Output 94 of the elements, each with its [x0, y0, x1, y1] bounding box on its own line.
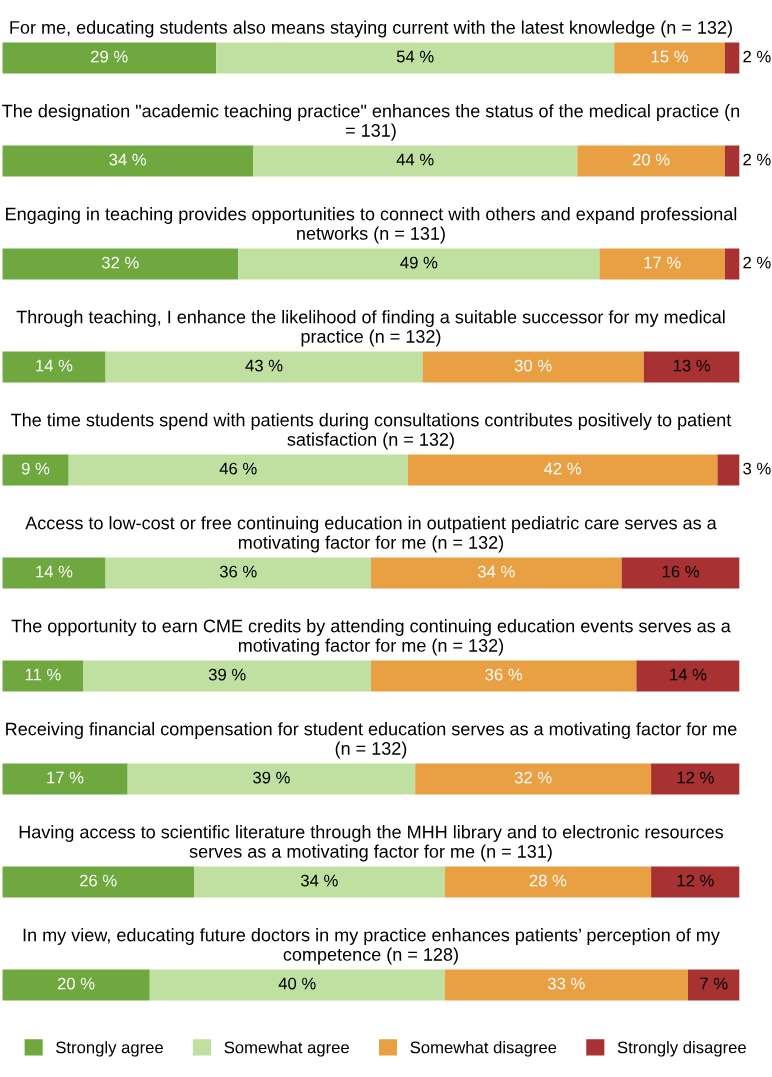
data-label: 9 % — [21, 462, 50, 475]
data-label: 33 % — [547, 977, 585, 990]
data-label: 2 % — [743, 50, 771, 63]
data-label: 30 % — [514, 359, 552, 372]
bar — [444, 866, 652, 898]
y-tick-label: Access to low-cost or free continuing education in outpatient pediatric care serves as a motivating factor for me (n = 132) — [25, 516, 717, 553]
bar — [2, 969, 150, 1001]
bar — [643, 351, 740, 383]
bar — [194, 866, 445, 898]
data-label: 43 % — [245, 359, 283, 372]
bar — [127, 763, 416, 795]
data-label: 2 % — [743, 256, 771, 269]
data-label: 29 % — [91, 50, 128, 63]
data-label: 32 % — [514, 771, 552, 784]
y-tick-label: In my view, educating future doctors in my practice enhances patients’ perception of my competence (n = 128) — [23, 928, 720, 965]
y-tick-label: Through teaching, I enhance the likelihood of finding a suitable successor for my medical practice (n = 132) — [16, 310, 725, 347]
bar — [252, 145, 578, 177]
bar — [2, 42, 217, 74]
data-label: 26 % — [80, 874, 117, 887]
y-tick-label: The opportunity to earn CME credits by attending continuing education events serves as a motivating factor for me (n = 132) — [11, 619, 731, 656]
bar — [105, 557, 371, 589]
bar — [2, 351, 106, 383]
bar — [2, 145, 253, 177]
bar — [83, 660, 371, 692]
bar — [651, 763, 740, 795]
data-label: 20 % — [57, 977, 95, 990]
legend-label: Strongly agree — [56, 1041, 163, 1057]
bar — [2, 660, 84, 692]
data-label: 20 % — [632, 153, 670, 166]
data-label: 49 % — [400, 256, 438, 269]
bar — [2, 248, 239, 280]
bar — [599, 248, 725, 280]
data-label: 34 % — [300, 874, 338, 887]
bar — [105, 351, 423, 383]
bar — [422, 351, 644, 383]
bar — [415, 763, 652, 795]
data-label: 16 % — [662, 565, 699, 578]
legend-label: Somewhat agree — [224, 1041, 349, 1057]
bar — [724, 145, 740, 177]
bar — [724, 248, 740, 280]
data-label: 12 % — [677, 874, 714, 887]
bar — [68, 454, 408, 486]
bar — [370, 660, 637, 692]
bar — [577, 145, 725, 177]
data-label: 11 % — [25, 668, 61, 681]
bar — [614, 42, 725, 74]
bar — [687, 969, 740, 1001]
bar — [717, 454, 740, 486]
data-label: 2 % — [743, 153, 771, 166]
data-label: 36 % — [485, 668, 523, 681]
data-label: 12 % — [677, 771, 714, 784]
data-label: 13 % — [673, 359, 711, 372]
data-label: 40 % — [278, 977, 316, 990]
data-label: 15 % — [651, 50, 688, 63]
bar — [2, 557, 106, 589]
bar — [636, 660, 740, 692]
data-label: 34 % — [109, 153, 147, 166]
bar — [216, 42, 615, 74]
y-tick-label: The time students spend with patients during consultations contributes positively to patient satisfaction (n = 132) — [11, 413, 732, 450]
bar — [724, 42, 740, 74]
bar — [2, 763, 128, 795]
bar — [621, 557, 740, 589]
data-label: 42 % — [544, 462, 582, 475]
bar — [149, 969, 445, 1001]
data-label: 32 % — [101, 256, 139, 269]
data-label: 14 % — [36, 565, 73, 578]
bar — [370, 557, 622, 589]
bar — [651, 866, 740, 898]
y-tick-label: Receiving financial compensation for student education serves as a motivating factor for me (n = 132) — [6, 722, 737, 759]
data-label: 17 % — [644, 256, 681, 269]
y-tick-label: Engaging in teaching provides opportunities to connect with others and expand professional networks (n = 131) — [6, 207, 737, 244]
y-tick-label: The designation "academic teaching practice" enhances the status of the medical practice (n = 131) — [2, 104, 740, 141]
data-label: 34 % — [477, 565, 515, 578]
data-label: 14 % — [670, 668, 707, 681]
data-label: 46 % — [219, 462, 257, 475]
legend-label: Somewhat disagree — [410, 1041, 557, 1057]
data-label: 7 % — [700, 977, 728, 990]
y-tick-label: Having access to scientific literature through the MHH library and to electronic resources serves as a motivating factor for me (n = 131) — [19, 825, 724, 862]
data-label: 3 % — [743, 462, 771, 475]
y-tick-label: For me, educating students also means staying current with the latest knowledge (n = 132) — [10, 20, 732, 38]
data-label: 44 % — [396, 153, 434, 166]
legend-label: Strongly disagree — [617, 1041, 746, 1057]
data-label: 28 % — [529, 874, 567, 887]
bar — [2, 866, 194, 898]
data-label: 54 % — [396, 50, 434, 63]
data-label: 36 % — [219, 565, 257, 578]
bar — [407, 454, 718, 486]
data-label: 17 % — [47, 771, 84, 784]
data-label: 14 % — [36, 359, 73, 372]
bar — [238, 248, 600, 280]
data-label: 39 % — [208, 668, 246, 681]
bar — [444, 969, 688, 1001]
data-label: 39 % — [253, 771, 290, 784]
bar — [2, 454, 69, 486]
